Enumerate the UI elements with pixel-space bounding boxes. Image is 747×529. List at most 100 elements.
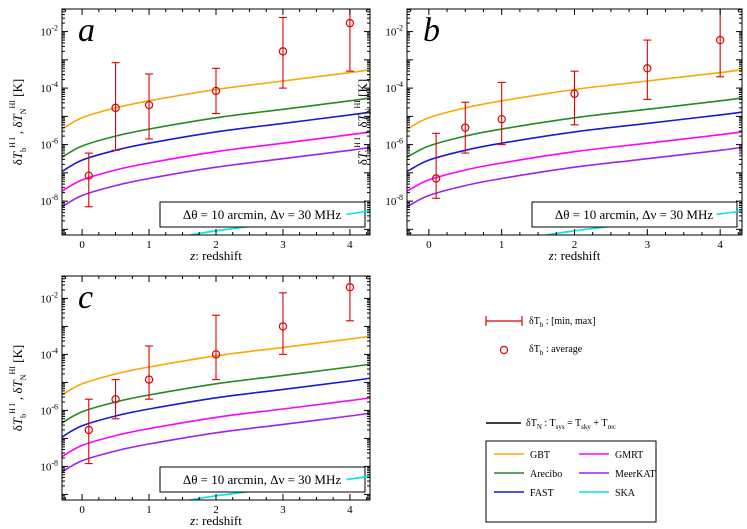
noise-line-gmrt: [62, 397, 370, 458]
average-marker: [431, 174, 441, 183]
y-tick-label: 10-8: [40, 458, 58, 473]
legend: δTb : [min, max] δTb : average δTN : Tsy…: [485, 316, 657, 523]
error-bar: [212, 314, 220, 381]
average-marker: [461, 123, 470, 132]
plot-frame: [61, 8, 371, 236]
legend-label: GBT: [530, 450, 550, 461]
x-tick-label: 0: [79, 239, 85, 251]
noise-line-meerkat: [62, 146, 370, 208]
x-tick-label: 1: [146, 504, 152, 516]
average-marker: [84, 425, 93, 435]
noise-line-meerkat: [62, 412, 370, 473]
y-tick-label: 10-6: [40, 137, 58, 152]
noise-line-ska-tail: [346, 475, 370, 481]
panel-b: Δθ = 10 arcmin, Δν = 30 MHz 0 1 2 3 4 z: redsh…: [353, 8, 743, 263]
panel-letter: b: [423, 12, 440, 49]
legend-noise-text: δTN : Tsys = Tsky + Trec: [526, 418, 616, 431]
y-tick-label: 10-4: [385, 80, 403, 95]
x-axis: 0 1 2 3 4 z: redshift: [410, 9, 739, 263]
error-bar: [432, 132, 441, 199]
legend-average-text: δTb : average: [529, 344, 583, 357]
panel-a: Δθ = 10 arcmin, Δν = 30 MHz 0 1 2 3 4 z: redsh…: [8, 8, 371, 263]
x-tick-label: 2: [572, 239, 578, 251]
x-tick-label: 3: [280, 504, 286, 516]
average-marker: [144, 100, 154, 110]
average-marker: [278, 322, 288, 331]
legend-label: GMRT: [615, 450, 643, 461]
x-tick-label: 4: [347, 239, 353, 251]
y-tick-label: 10-4: [40, 80, 58, 95]
legend-errorbar-text: δTb : [min, max]: [529, 316, 596, 329]
x-tick-label: 3: [645, 239, 651, 251]
error-bar: [84, 152, 93, 208]
y-axis-label: δTbH I , δTNHI [K]: [8, 345, 28, 431]
note-text: Δθ = 10 arcmin, Δν = 30 MHz: [183, 207, 342, 222]
x-tick-label: 1: [499, 239, 505, 251]
error-bar: [716, 9, 725, 78]
error-bar: [497, 81, 506, 146]
noise-line-gmrt: [407, 131, 742, 192]
average-marker: [345, 283, 355, 292]
legend-entry-gmrt: GMRT: [579, 450, 643, 461]
y-tick-label: 10-8: [385, 193, 403, 208]
noise-line-fast: [62, 111, 370, 173]
error-bar: [145, 345, 154, 400]
legend-entry-meerkat: MeerKAT: [579, 469, 656, 480]
noise-line-meerkat: [407, 146, 742, 208]
noise-line-gbt: [62, 68, 370, 130]
x-axis-label: z: redshift: [548, 248, 601, 263]
x-tick-label: 2: [213, 239, 219, 251]
y-tick-label: 10-2: [40, 24, 58, 39]
y-tick-label: 10-6: [385, 137, 403, 152]
error-bar: [461, 101, 470, 154]
noise-line-gmrt: [62, 131, 370, 192]
x-tick-label: 1: [146, 239, 152, 251]
y-tick-label: 10-2: [40, 290, 58, 305]
x-tick-label: 2: [213, 504, 219, 516]
average-marker: [211, 86, 221, 96]
error-bar: [111, 62, 120, 151]
x-tick-label: 3: [280, 239, 286, 251]
instrument-legend-box: [485, 440, 657, 523]
noise-line-gbt: [407, 68, 742, 130]
parameter-note: Δθ = 10 arcmin, Δν = 30 MHz: [159, 201, 366, 228]
noise-line-arecibo: [62, 97, 370, 158]
x-axis: 0 1 2 3 4 z: redshift: [64, 276, 368, 528]
y-tick-label: 10-8: [40, 193, 58, 208]
data-points: [84, 9, 355, 208]
legend-label: MeerKAT: [615, 469, 656, 480]
y-axis: 10-2 10-4 10-6 10-8 δTbH I , δTNHI [K]: [353, 9, 742, 235]
noise-line-ska-tail: [716, 210, 742, 216]
note-text: Δθ = 10 arcmin, Δν = 30 MHz: [183, 472, 342, 487]
average-marker: [497, 114, 506, 124]
legend-label: Arecibo: [530, 469, 562, 480]
noise-line-arecibo: [62, 363, 370, 424]
average-marker: [715, 35, 725, 45]
panel-letter: c: [78, 279, 93, 316]
noise-line-fast: [62, 377, 370, 438]
y-axis-label: δTbH I , δTNHI [K]: [8, 79, 28, 165]
average-marker: [84, 171, 93, 180]
average-marker: [570, 89, 579, 98]
plot-frame: [61, 275, 371, 501]
x-axis-label: z: redshift: [189, 513, 242, 528]
x-tick-label: 0: [426, 239, 432, 251]
note-box: [531, 201, 738, 228]
noise-line-ska-tail: [346, 210, 370, 216]
noise-line-arecibo: [407, 97, 742, 159]
legend-entry-fast: FAST: [494, 488, 554, 499]
error-bar: [145, 73, 154, 140]
y-tick-label: 10-4: [40, 346, 58, 361]
legend-average-marker: [499, 345, 509, 355]
note-text: Δθ = 10 arcmin, Δν = 30 MHz: [555, 207, 714, 222]
x-tick-label: 4: [347, 504, 353, 516]
data-points: [431, 9, 725, 199]
error-bar: [111, 379, 120, 420]
x-tick-label: 0: [79, 504, 85, 516]
noise-line-fast: [407, 111, 742, 173]
legend-entry-arecibo: Arecibo: [494, 469, 562, 480]
y-axis-label: δTbH I , δTNHI [K]: [353, 79, 373, 165]
legend-label: SKA: [615, 488, 636, 499]
x-tick-label: 4: [717, 239, 723, 251]
error-bar: [643, 39, 652, 100]
